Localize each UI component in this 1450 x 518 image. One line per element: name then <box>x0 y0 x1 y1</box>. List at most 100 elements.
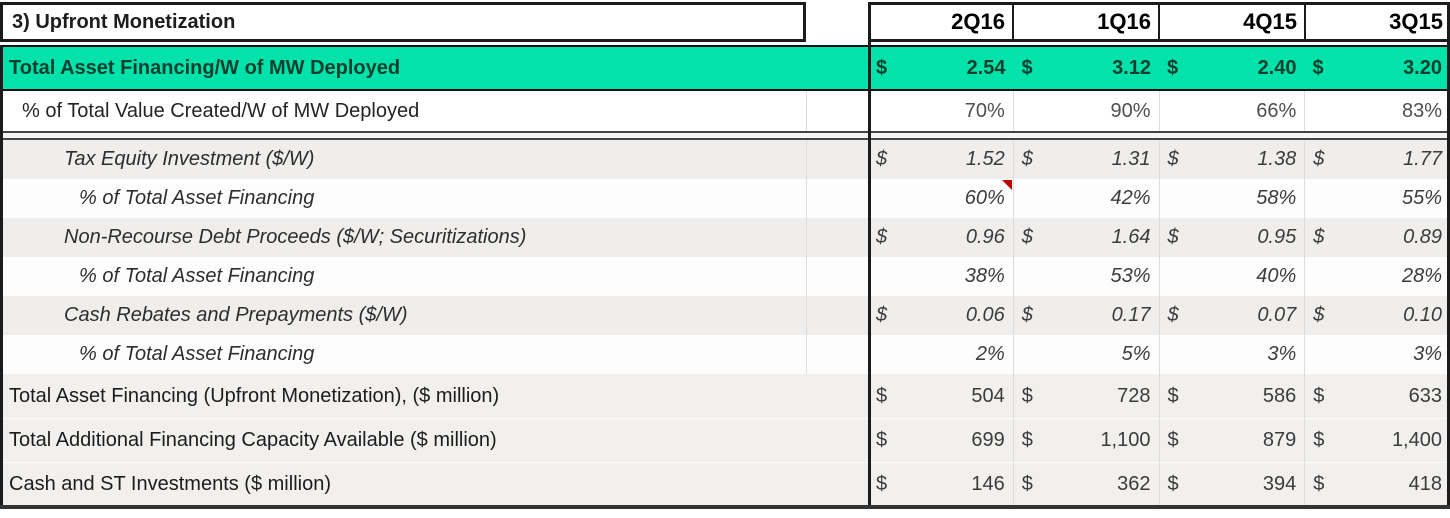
currency-symbol: $ <box>1313 384 1325 407</box>
currency-symbol: $ <box>1021 56 1033 79</box>
value-cell: $1.31 <box>1012 140 1159 179</box>
cell-value: 42% <box>1110 187 1151 209</box>
value-cell: 40% <box>1158 257 1305 296</box>
cell-value: 90% <box>1110 99 1151 122</box>
comment-note-icon <box>1001 180 1012 190</box>
cell-value: 83% <box>1401 99 1442 122</box>
value-cell: $1,400 <box>1304 419 1450 462</box>
value-cell: 38% <box>868 257 1013 296</box>
cell-value: 394 <box>1262 473 1297 495</box>
row-label: % of Total Asset Financing <box>79 343 315 365</box>
cell-value: 879 <box>1262 429 1297 451</box>
cell-value: 55% <box>1401 187 1442 209</box>
cell-value: 1.64 <box>1111 226 1151 248</box>
cell-value: 0.96 <box>965 226 1005 248</box>
value-cell: $699 <box>868 419 1013 462</box>
cell-value: 0.07 <box>1257 304 1297 326</box>
cell-value: 504 <box>971 384 1005 407</box>
value-cell: 90% <box>1012 91 1159 131</box>
value-cell: $1.38 <box>1158 140 1305 179</box>
cell-value: 3% <box>1267 343 1297 365</box>
currency-symbol: $ <box>1021 226 1033 248</box>
cell-value: 418 <box>1408 473 1442 495</box>
column-header-4q15: 4Q15 <box>1160 5 1306 39</box>
cell-value: 0.10 <box>1403 304 1442 326</box>
row-label: Total Additional Financing Capacity Avai… <box>9 429 497 451</box>
table-row-pct-asset-financing-debt: % of Total Asset Financing 38% 53% 40% 2… <box>0 257 1450 296</box>
cell-value: 1,100 <box>1100 429 1151 451</box>
value-cell: $728 <box>1012 374 1159 418</box>
value-cell: 70% <box>868 91 1013 131</box>
currency-symbol: $ <box>1167 56 1179 79</box>
table-row-cash-rebates-prepayments: Cash Rebates and Prepayments ($/W) $0.06… <box>0 296 1450 335</box>
spacer-cell <box>806 140 868 179</box>
cell-value: 3.12 <box>1112 56 1151 79</box>
cell-value: 1,400 <box>1391 429 1442 451</box>
value-cell: $0.95 <box>1158 218 1305 257</box>
table-row-additional-financing-capacity: Total Additional Financing Capacity Avai… <box>0 418 1450 462</box>
row-label: % of Total Value Created/W of MW Deploye… <box>22 99 420 122</box>
value-cell: $2.40 <box>1159 47 1305 89</box>
cell-value: 699 <box>971 429 1005 451</box>
value-cell: 55% <box>1304 179 1450 218</box>
table-title: 3) Upfront Monetization <box>0 2 806 42</box>
currency-symbol: $ <box>1313 429 1325 451</box>
cell-value: 728 <box>1117 384 1151 407</box>
value-cell: $879 <box>1158 419 1305 462</box>
cell-value: 53% <box>1110 265 1151 287</box>
value-cell: 2% <box>868 335 1013 374</box>
spacer-cell <box>806 218 868 257</box>
cell-value: 0.95 <box>1257 226 1297 248</box>
currency-symbol: $ <box>876 304 888 326</box>
row-label: Non-Recourse Debt Proceeds ($/W; Securit… <box>64 226 527 248</box>
value-cell: $0.07 <box>1158 296 1305 335</box>
currency-symbol: $ <box>1167 429 1179 451</box>
table-middle-border <box>868 2 871 508</box>
table-right-border <box>1447 2 1450 508</box>
cell-value: 0.17 <box>1111 304 1151 326</box>
value-cell: 58% <box>1158 179 1305 218</box>
cell-value: 146 <box>971 473 1005 495</box>
row-label: Tax Equity Investment ($/W) <box>64 148 315 170</box>
currency-symbol: $ <box>1021 148 1033 170</box>
value-cell: 66% <box>1158 91 1305 131</box>
cell-value: 58% <box>1256 187 1297 209</box>
row-label: Cash Rebates and Prepayments ($/W) <box>64 304 408 326</box>
cell-value: 1.38 <box>1257 148 1297 170</box>
table-row-non-recourse-debt-proceeds: Non-Recourse Debt Proceeds ($/W; Securit… <box>0 218 1450 257</box>
value-cell: 53% <box>1012 257 1159 296</box>
cell-value: 38% <box>964 265 1005 287</box>
row-label: Total Asset Financing (Upfront Monetizat… <box>9 384 500 407</box>
value-cell: 42% <box>1012 179 1159 218</box>
table-row-tax-equity-investment: Tax Equity Investment ($/W) $1.52 $1.31 … <box>0 140 1450 179</box>
cell-value: 5% <box>1121 343 1151 365</box>
section-divider <box>0 131 1450 140</box>
value-cell: $0.96 <box>868 218 1013 257</box>
table-row-total-asset-financing-per-w: Total Asset Financing/W of MW Deployed $… <box>0 45 1450 91</box>
cell-value: 28% <box>1401 265 1442 287</box>
currency-symbol: $ <box>876 473 888 495</box>
currency-symbol: $ <box>876 148 888 170</box>
currency-symbol: $ <box>1313 148 1325 170</box>
cell-value: 362 <box>1117 473 1151 495</box>
currency-symbol: $ <box>1021 473 1033 495</box>
currency-symbol: $ <box>1167 384 1179 407</box>
spacer-cell <box>806 257 868 296</box>
value-cell: 3% <box>1304 335 1450 374</box>
value-cell: $0.17 <box>1012 296 1159 335</box>
currency-symbol: $ <box>1167 148 1179 170</box>
value-cell: $0.10 <box>1304 296 1450 335</box>
spacer-cell <box>806 179 868 218</box>
value-cell: 3% <box>1158 335 1305 374</box>
cell-value: 3% <box>1413 343 1442 365</box>
value-cell: 60% <box>868 179 1013 218</box>
value-cell: $0.06 <box>868 296 1013 335</box>
currency-symbol: $ <box>1167 473 1179 495</box>
value-cell: $1.77 <box>1304 140 1450 179</box>
currency-symbol: $ <box>876 226 888 248</box>
currency-symbol: $ <box>1167 226 1179 248</box>
row-label: % of Total Asset Financing <box>79 265 315 287</box>
value-cell: $2.54 <box>868 47 1014 89</box>
column-header-3q15: 3Q15 <box>1389 9 1443 34</box>
